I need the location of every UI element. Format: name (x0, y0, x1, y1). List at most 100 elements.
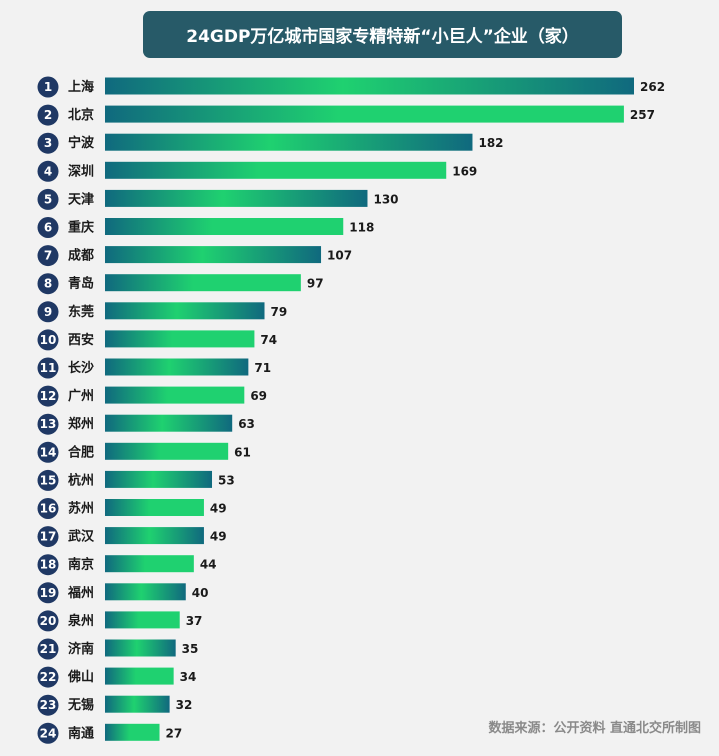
category-label: 无锡 (67, 697, 94, 713)
bar (105, 611, 180, 629)
rank-label: 9 (44, 305, 52, 319)
rank-badge (37, 217, 59, 238)
rank-label: 18 (40, 558, 57, 572)
bar (105, 667, 174, 685)
value-label: 71 (254, 361, 271, 375)
category-label: 广州 (68, 388, 94, 404)
rank-label: 1 (44, 80, 52, 94)
rank-badge (37, 301, 59, 323)
bar (105, 527, 204, 545)
rank-badge (37, 329, 59, 351)
category-label: 宁波 (68, 135, 95, 151)
value-label: 182 (478, 136, 503, 150)
category-label: 佛山 (67, 669, 94, 685)
category-label: 苏州 (68, 501, 94, 517)
value-label: 53 (218, 473, 235, 487)
rank-label: 12 (40, 389, 57, 403)
rank-label: 15 (40, 473, 57, 487)
rank-badge (37, 413, 59, 435)
bar-row: 11 长沙 71 (37, 357, 271, 379)
bar (105, 555, 194, 573)
rank-badge (37, 694, 59, 716)
bar-row: 24 南通 27 (37, 722, 182, 744)
bar-row: 19 福州 40 (37, 582, 208, 604)
bar (105, 358, 249, 376)
bar (105, 442, 229, 460)
value-label: 97 (307, 277, 324, 291)
rank-label: 22 (40, 670, 57, 684)
category-label: 重庆 (68, 220, 94, 236)
rank-badge (37, 160, 59, 182)
rank-label: 14 (40, 445, 57, 459)
chart-title: 24GDP万亿城市国家专精特新“小巨人”企业（家） (186, 27, 579, 47)
rank-badge (37, 357, 59, 379)
bar-row: 5 天津 130 (37, 188, 399, 210)
bar (105, 695, 170, 713)
category-label: 天津 (68, 191, 94, 207)
bar (105, 639, 176, 657)
bar-row: 7 成都 107 (37, 245, 352, 267)
rank-badge (37, 666, 59, 688)
bar-row: 12 广州 69 (37, 385, 267, 407)
category-label: 济南 (68, 641, 94, 657)
rank-badge (37, 188, 59, 210)
chart-title-banner: 24GDP万亿城市国家专精特新“小巨人”企业（家） (143, 11, 622, 58)
rank-badge (37, 104, 59, 126)
bar (105, 274, 301, 292)
bar (105, 161, 447, 179)
bar-row: 16 苏州 49 (37, 498, 227, 519)
value-label: 107 (327, 249, 352, 263)
rank-badge (37, 245, 59, 267)
bar-row: 9 东莞 79 (37, 301, 287, 323)
category-label: 深圳 (68, 163, 94, 179)
rank-label: 16 (40, 502, 57, 516)
bar (105, 105, 624, 123)
rank-badge (37, 722, 59, 744)
bar (105, 470, 213, 488)
bar-row: 1 上海 262 (37, 76, 665, 98)
rank-badge (37, 385, 59, 407)
bar (105, 246, 322, 264)
rank-label: 3 (44, 136, 52, 150)
bar-row: 6 重庆 118 (37, 217, 374, 238)
value-label: 63 (238, 417, 255, 431)
rank-badge (37, 76, 59, 98)
rank-badge (37, 526, 59, 548)
category-label: 杭州 (68, 472, 94, 488)
category-label: 长沙 (68, 360, 94, 376)
rank-badge (37, 469, 59, 491)
category-label: 南通 (68, 725, 94, 741)
rank-label: 4 (44, 164, 52, 178)
rank-label: 11 (40, 361, 57, 375)
category-label: 青岛 (68, 276, 94, 292)
category-label: 福州 (67, 585, 94, 601)
bar-row: 4 深圳 169 (37, 160, 477, 182)
bar-row: 2 北京 257 (37, 104, 655, 126)
bar-row: 18 南京 44 (37, 554, 217, 576)
value-label: 49 (210, 502, 227, 516)
bar (105, 218, 344, 235)
category-label: 成都 (68, 248, 94, 264)
rank-badge (37, 638, 59, 660)
bar-row: 15 杭州 53 (37, 469, 235, 491)
bar-row: 14 合肥 61 (37, 441, 251, 463)
value-label: 49 (210, 530, 227, 544)
category-label: 郑州 (68, 416, 94, 432)
bar (105, 583, 186, 601)
rank-label: 23 (40, 698, 57, 712)
value-label: 44 (200, 558, 217, 572)
rank-badge (37, 582, 59, 604)
rank-label: 8 (44, 277, 52, 291)
bar-row: 20 泉州 37 (37, 610, 202, 632)
value-label: 61 (234, 445, 251, 459)
bar-row: 10 西安 74 (37, 329, 277, 351)
value-label: 32 (176, 698, 193, 712)
rank-badge (37, 498, 59, 519)
rank-badge (37, 441, 59, 463)
bar-row: 22 佛山 34 (37, 666, 196, 688)
rank-label: 13 (40, 417, 57, 431)
bar (105, 133, 473, 151)
rank-label: 24 (40, 726, 57, 740)
bar (105, 330, 255, 348)
